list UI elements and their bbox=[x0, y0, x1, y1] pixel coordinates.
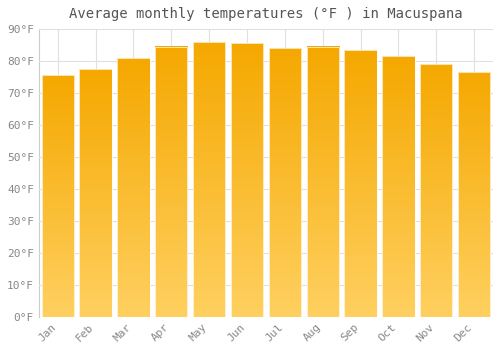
Bar bbox=[458, 72, 490, 317]
Bar bbox=[155, 47, 188, 317]
Bar bbox=[344, 50, 376, 317]
Bar bbox=[269, 48, 301, 317]
Bar bbox=[193, 42, 225, 317]
Bar bbox=[80, 69, 112, 317]
Title: Average monthly temperatures (°F ) in Macuspana: Average monthly temperatures (°F ) in Ma… bbox=[69, 7, 462, 21]
Bar bbox=[42, 75, 74, 317]
Bar bbox=[118, 58, 150, 317]
Bar bbox=[231, 43, 263, 317]
Bar bbox=[420, 64, 452, 317]
Bar bbox=[306, 47, 339, 317]
Bar bbox=[382, 56, 414, 317]
